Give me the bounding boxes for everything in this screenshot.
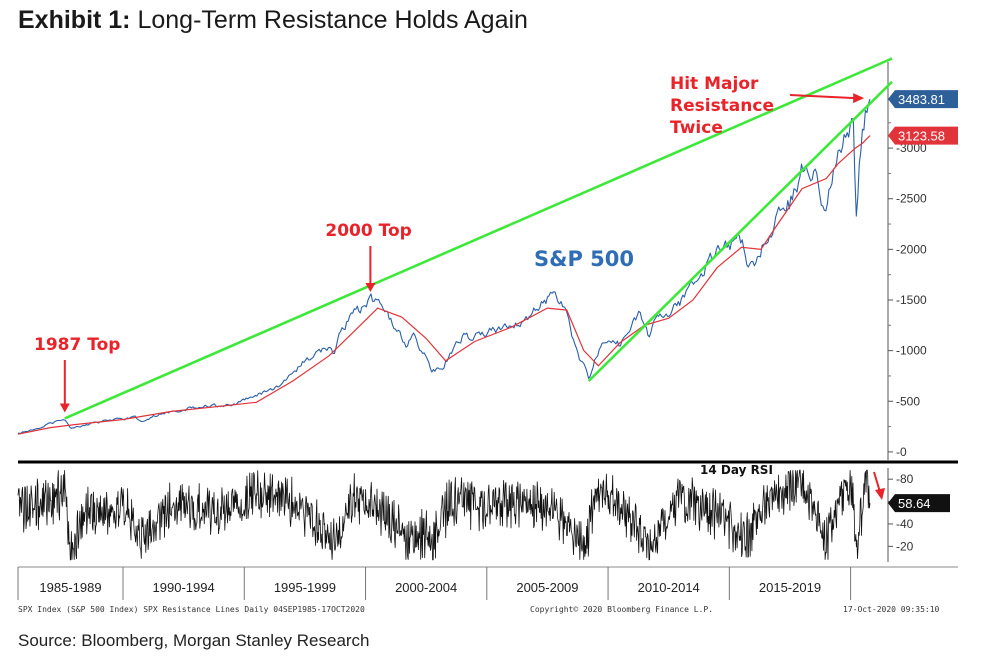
rsi-plot bbox=[17, 469, 885, 561]
footer-center: Copyright© 2020 Bloomberg Finance L.P. bbox=[530, 605, 713, 614]
annotation-resistance-arrow-head bbox=[853, 93, 865, 104]
price-plot bbox=[17, 57, 893, 435]
exhibit-title: Exhibit 1: Long-Term Resistance Holds Ag… bbox=[18, 6, 528, 35]
resistance-line bbox=[64, 57, 893, 420]
rsi-tick-label: -80 bbox=[896, 472, 914, 486]
rsi-down-arrow-head bbox=[875, 488, 885, 500]
price-tick-label: -500 bbox=[896, 394, 920, 408]
main-panel-frame bbox=[18, 62, 887, 462]
rsi-tick-label: -40 bbox=[896, 517, 914, 531]
annotation-resistance-line: Resistance bbox=[670, 96, 774, 116]
footer-left: SPX Index (S&P 500 Index) SPX Resistance… bbox=[18, 605, 365, 614]
value-badge: 3123.58 bbox=[888, 126, 958, 145]
x-period-label: 1995-1999 bbox=[274, 580, 336, 595]
price-tick-label: -0 bbox=[896, 445, 907, 459]
rsi-value-badge-label: 58.64 bbox=[898, 496, 931, 511]
exhibit-label: Exhibit 1: bbox=[18, 6, 131, 34]
annotation-1987-arrow-head bbox=[59, 403, 70, 413]
rsi-down-arrow bbox=[873, 471, 881, 493]
x-period-label: 1990-1994 bbox=[153, 580, 215, 595]
x-axis: 1985-1989 1990-1994 1995-1999 2000-2004 2005… bbox=[17, 567, 852, 600]
chart: -0 -500 -1000 -1500 -2000 -2500 -3000 3483.81 31… bbox=[17, 57, 958, 614]
price-y-axis: -0 -500 -1000 -1500 -2000 -2500 -3000 3483.81 31… bbox=[887, 62, 958, 460]
rsi-value-badge-shape bbox=[888, 494, 950, 513]
moving-average-line bbox=[17, 135, 871, 435]
annotation-resistance-line: Hit Major bbox=[670, 74, 759, 94]
price-tick-label: -1500 bbox=[896, 293, 927, 307]
rsi-series-line bbox=[17, 469, 871, 561]
value-badge-shape bbox=[888, 126, 958, 145]
annotation-2000-top: 2000 Top bbox=[325, 221, 411, 241]
price-tick-label: -1000 bbox=[896, 344, 927, 358]
annotation-2000-arrow-head bbox=[365, 282, 376, 292]
price-annotations: 1987 Top 2000 Top Hit MajorResistanceTwice… bbox=[34, 74, 865, 413]
annotation-resistance-line: Twice bbox=[670, 118, 723, 138]
value-badge-label: 3483.81 bbox=[898, 92, 945, 107]
x-period-label: 1985-1989 bbox=[39, 580, 101, 595]
series-label-sp500: S&P 500 bbox=[534, 247, 634, 271]
price-tick-label: -2000 bbox=[896, 242, 927, 256]
source-note: Source: Bloomberg, Morgan Stanley Resear… bbox=[18, 631, 370, 650]
x-period-label: 2015-2019 bbox=[759, 580, 821, 595]
price-tick-label: -2500 bbox=[896, 192, 927, 206]
rsi-value-badge: 58.64 bbox=[888, 494, 950, 513]
value-badge-label: 3123.58 bbox=[898, 129, 945, 144]
value-badge-shape bbox=[888, 90, 958, 109]
value-badge: 3483.81 bbox=[888, 90, 958, 109]
x-period-label: 2000-2004 bbox=[395, 580, 457, 595]
resistance-line bbox=[587, 80, 893, 382]
x-period-label: 2005-2009 bbox=[516, 580, 578, 595]
rsi-label: 14 Day RSI bbox=[700, 463, 773, 477]
price-series-line bbox=[17, 98, 871, 434]
price-tick-label: -3000 bbox=[896, 141, 927, 155]
annotation-resistance-arrow bbox=[789, 94, 856, 100]
x-period-label: 2010-2014 bbox=[638, 580, 700, 595]
annotation-1987-top: 1987 Top bbox=[34, 335, 120, 355]
footer-right: 17-Oct-2020 09:35:10 bbox=[843, 605, 940, 614]
exhibit-title-text: Long-Term Resistance Holds Again bbox=[137, 6, 528, 34]
rsi-tick-label: -20 bbox=[896, 539, 914, 553]
